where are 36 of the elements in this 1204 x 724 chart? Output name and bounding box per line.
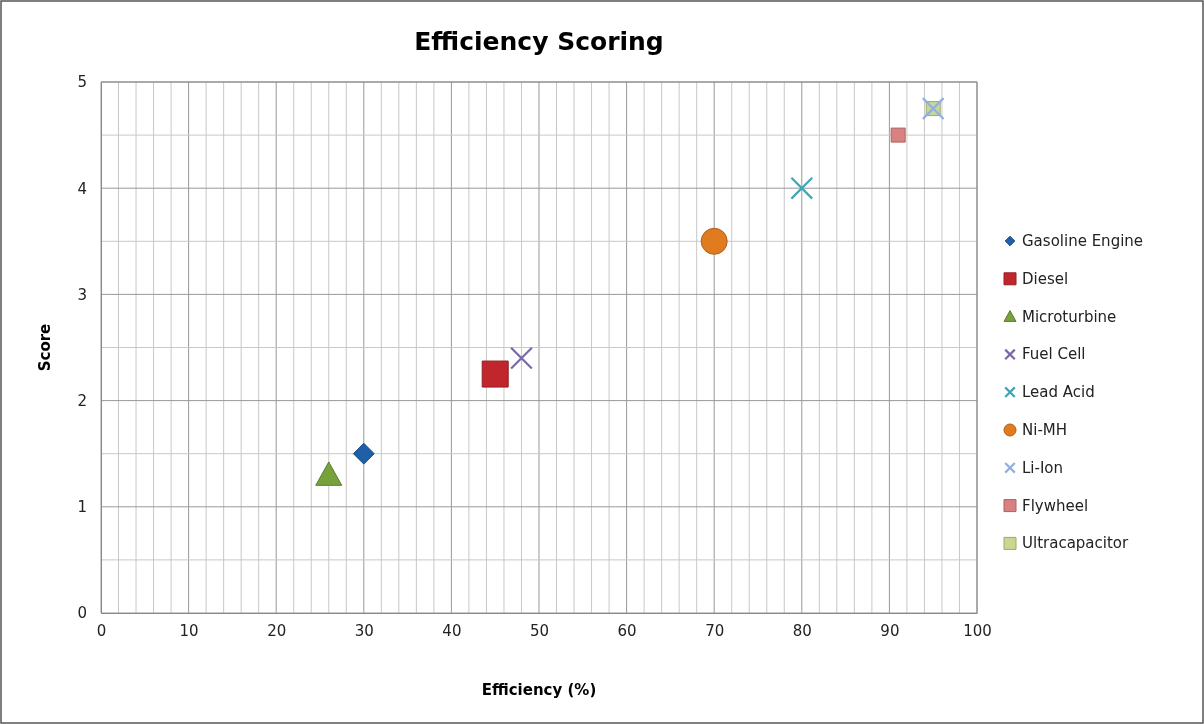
legend-label: Ultracapacitor (1022, 534, 1130, 553)
legend-label: Flywheel (1022, 496, 1089, 515)
x-tick-label: 40 (442, 621, 462, 640)
x-tick-label: 0 (96, 621, 107, 640)
point (352, 442, 375, 465)
x-axis-title: Efficiency (%) (481, 681, 597, 699)
chart-title: Efficiency Scoring (414, 27, 664, 56)
point (700, 227, 728, 255)
x-tick-label: 30 (354, 621, 374, 640)
x-tick-label: 60 (617, 621, 637, 640)
x-tick-label: 20 (267, 621, 287, 640)
legend-label: Microturbine (1022, 307, 1117, 326)
x-tick-label: 10 (179, 621, 199, 640)
y-tick-label: 4 (77, 179, 87, 198)
legend-label: Diesel (1022, 269, 1069, 288)
legend-label: Gasoline Engine (1022, 232, 1144, 250)
y-tick-label: 2 (77, 391, 87, 410)
y-tick-label: 3 (77, 285, 87, 304)
point (890, 127, 906, 143)
x-tick-label: 80 (792, 621, 812, 640)
legend-label: Ni-MH (1022, 421, 1068, 439)
legend-label: Fuel Cell (1022, 345, 1086, 364)
point (790, 176, 814, 200)
y-axis-title: Score (36, 323, 54, 372)
x-tick-label: 50 (529, 621, 550, 640)
point (509, 346, 533, 370)
legend-label: Li-Ion (1022, 458, 1064, 477)
x-tick-label: 70 (705, 621, 725, 640)
y-tick-label: 1 (77, 498, 87, 517)
x-tick-label: 100 (963, 621, 992, 640)
y-tick-label: 0 (77, 604, 87, 623)
y-tick-label: 5 (77, 73, 87, 92)
x-tick-label: 90 (880, 621, 900, 640)
point (481, 360, 509, 388)
point (315, 461, 343, 486)
legend-label: Lead Acid (1022, 383, 1095, 402)
